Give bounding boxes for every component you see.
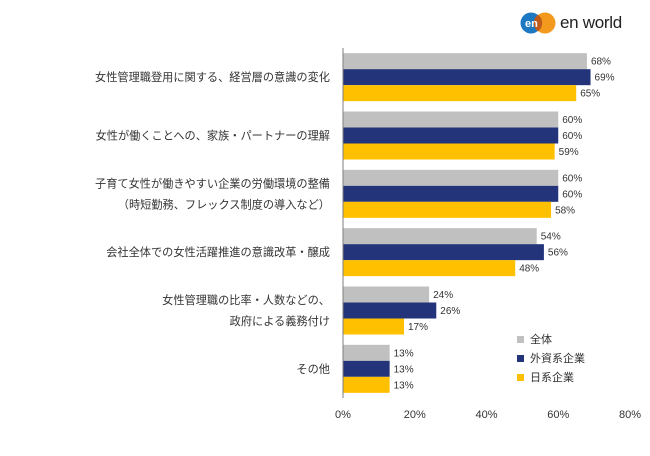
bar-4-series-1 [343, 228, 537, 245]
bar-5-series-2 [343, 302, 437, 319]
data-label-4-series-1: 54% [541, 232, 561, 243]
data-label-2-series-1: 60% [562, 115, 582, 126]
data-label-3-series-1: 60% [562, 173, 582, 184]
legend-label-1: 全体 [530, 332, 552, 346]
x-tick-2: 40% [475, 409, 497, 421]
category-label-3-line-1: 子育て女性が働きやすい企業の労働環境の整備 [95, 176, 330, 190]
category-label-5-line-2: 政府による義務付け [230, 314, 330, 328]
bar-6-series-3 [343, 376, 390, 393]
x-tick-0: 0% [335, 409, 351, 421]
data-label-1-series-1: 68% [591, 57, 611, 68]
en-logo-icon: en [520, 12, 556, 34]
bar-2-series-1 [343, 111, 559, 128]
data-label-1-series-2: 69% [595, 73, 615, 84]
data-label-6-series-2: 13% [394, 364, 414, 375]
data-label-6-series-1: 13% [394, 348, 414, 359]
bar-3-series-3 [343, 201, 552, 218]
bar-6-series-1 [343, 344, 390, 361]
legend-label-3: 日系企業 [530, 370, 574, 384]
data-label-2-series-2: 60% [562, 131, 582, 142]
bar-3-series-2 [343, 185, 559, 202]
data-label-2-series-3: 59% [559, 147, 579, 158]
x-tick-4: 80% [619, 409, 641, 421]
bar-1-series-1 [343, 53, 587, 70]
data-label-4-series-2: 56% [548, 248, 568, 259]
bar-4-series-2 [343, 244, 544, 261]
data-label-3-series-3: 58% [555, 205, 575, 216]
bar-4-series-3 [343, 260, 516, 277]
category-label-6: その他 [296, 363, 330, 376]
bar-3-series-1 [343, 169, 559, 186]
bar-1-series-2 [343, 69, 591, 86]
category-label-1: 女性管理職登用に関する、経営層の意識の変化 [95, 70, 330, 84]
legend-label-2: 外資系企業 [530, 351, 585, 365]
x-tick-1: 20% [404, 409, 426, 421]
category-label-3-line-2: （時短勤務、フレックス制度の導入など） [118, 197, 330, 211]
bar-5-series-1 [343, 286, 430, 303]
category-label-5-line-1: 女性管理職の比率・人数などの、 [162, 293, 330, 307]
data-label-4-series-3: 48% [519, 264, 539, 275]
data-label-1-series-3: 65% [580, 89, 600, 100]
bar-6-series-2 [343, 360, 390, 377]
en-world-logo: en en world [520, 10, 622, 36]
x-tick-3: 60% [547, 409, 569, 421]
data-label-3-series-2: 60% [562, 189, 582, 200]
bar-1-series-3 [343, 85, 577, 102]
data-label-5-series-1: 24% [433, 290, 453, 301]
category-label-4: 会社全体での女性活躍推進の意識改革・醸成 [106, 245, 330, 259]
brand-name: en world [560, 13, 622, 32]
bar-2-series-3 [343, 143, 555, 160]
bar-5-series-3 [343, 318, 404, 335]
category-label-2: 女性が働くことへの、家族・パートナーの理解 [96, 129, 330, 143]
data-label-5-series-2: 26% [440, 306, 460, 317]
bar-2-series-2 [343, 127, 559, 144]
data-label-6-series-3: 13% [394, 380, 414, 391]
legend-swatch-3 [517, 374, 524, 381]
logo-mark-text: en [525, 18, 538, 30]
legend-swatch-2 [517, 355, 524, 362]
data-label-5-series-3: 17% [408, 322, 428, 333]
legend-swatch-1 [517, 336, 524, 343]
